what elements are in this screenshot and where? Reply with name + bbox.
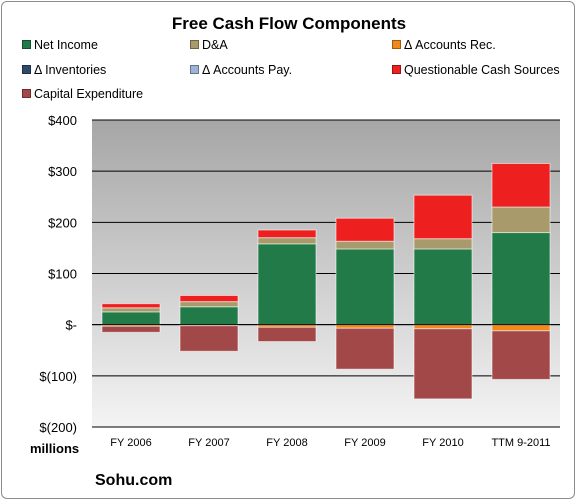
bar-segment bbox=[491, 232, 551, 326]
bar-segment bbox=[335, 324, 395, 329]
bar-segment bbox=[413, 248, 473, 326]
y-tick-label: $- bbox=[65, 318, 77, 333]
bar-segment bbox=[335, 248, 395, 326]
source-label: Sohu.com bbox=[95, 472, 173, 489]
legend-label: Δ Inventories bbox=[34, 63, 107, 77]
chart-title: Free Cash Flow Components bbox=[171, 14, 407, 33]
bar-segment bbox=[257, 229, 317, 239]
bar-segment bbox=[179, 325, 239, 352]
legend-item: Δ Accounts Pay. bbox=[190, 63, 292, 77]
bar-segment bbox=[491, 162, 551, 208]
bar-segment bbox=[335, 240, 395, 250]
bar-segment bbox=[101, 325, 161, 333]
units-label: millions bbox=[30, 441, 80, 456]
bar-segment bbox=[491, 206, 551, 234]
bar-segment bbox=[101, 303, 161, 309]
legend-item: Questionable Cash Sources bbox=[392, 63, 560, 77]
y-tick-label: $(100) bbox=[39, 369, 77, 384]
legend-label: Questionable Cash Sources bbox=[404, 63, 560, 77]
x-tick-label: FY 2006 bbox=[110, 437, 151, 449]
y-tick-label: $100 bbox=[48, 267, 77, 282]
legend-swatch bbox=[22, 65, 31, 74]
y-tick-label: $300 bbox=[48, 164, 77, 179]
legend-label: Δ Accounts Rec. bbox=[404, 38, 496, 52]
bar-segment bbox=[491, 324, 551, 332]
bar-segment bbox=[335, 217, 395, 242]
bar-segment bbox=[179, 295, 239, 303]
x-tick-label: FY 2009 bbox=[344, 437, 385, 449]
bar-segment bbox=[257, 237, 317, 245]
x-tick-label: FY 2007 bbox=[188, 437, 229, 449]
legend-swatch bbox=[392, 65, 401, 74]
legend-swatch bbox=[22, 40, 31, 49]
bar-segment bbox=[179, 301, 239, 308]
y-tick-label: $(200) bbox=[39, 420, 77, 435]
bar-segment bbox=[335, 327, 395, 370]
legend-item: D&A bbox=[190, 38, 228, 52]
legend-label: Δ Accounts Pay. bbox=[202, 63, 293, 77]
legend-label: Net Income bbox=[34, 38, 98, 52]
bar-segment bbox=[413, 324, 473, 330]
bar-segment bbox=[413, 194, 473, 240]
x-tick-label: FY 2008 bbox=[266, 437, 307, 449]
bar-segment bbox=[257, 326, 317, 343]
legend-swatch bbox=[190, 65, 199, 74]
bar-segment bbox=[257, 243, 317, 326]
bar-segment bbox=[101, 311, 161, 326]
legend-item: Δ Accounts Rec. bbox=[392, 38, 496, 52]
legend-item: Δ Inventories bbox=[22, 63, 106, 77]
bar-segment bbox=[179, 306, 239, 326]
legend-item: Net Income bbox=[22, 38, 98, 52]
legend-swatch bbox=[392, 40, 401, 49]
legend-swatch bbox=[22, 89, 31, 98]
bar-segment bbox=[101, 307, 161, 313]
legend-label: Capital Expenditure bbox=[34, 87, 144, 101]
y-tick-label: $200 bbox=[48, 215, 77, 230]
bar-segment bbox=[413, 328, 473, 400]
x-tick-label: FY 2010 bbox=[422, 437, 463, 449]
legend-item: Capital Expenditure bbox=[22, 87, 143, 101]
bar-segment bbox=[413, 238, 473, 250]
bar-segment bbox=[491, 330, 551, 380]
y-tick-label: $400 bbox=[48, 113, 77, 128]
x-tick-label: TTM 9-2011 bbox=[491, 437, 550, 449]
legend-swatch bbox=[190, 40, 199, 49]
legend-label: D&A bbox=[202, 38, 228, 52]
